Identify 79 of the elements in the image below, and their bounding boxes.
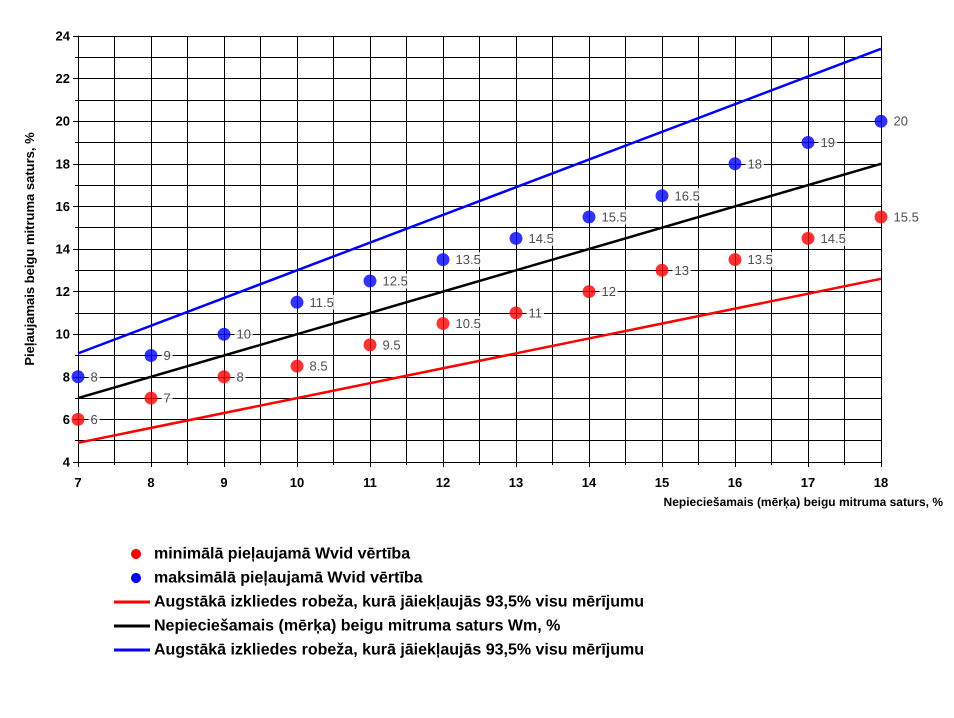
data-label: 8: [236, 369, 244, 384]
legend-label: maksimālā pieļaujamā Wvid vērtība: [154, 570, 423, 586]
point: [728, 253, 742, 266]
x-tick-label: 10: [290, 475, 304, 490]
legend-label: minimālā pieļaujamā Wvid vērtība: [154, 546, 410, 562]
point: [510, 232, 522, 245]
data-label: 19: [820, 135, 835, 150]
y-tick-label: 20: [56, 114, 70, 129]
point: [802, 232, 814, 245]
point: [874, 114, 888, 128]
data-label: 6: [90, 412, 98, 427]
y-tick-label: 8: [62, 369, 70, 384]
y-tick-label: 24: [56, 28, 71, 44]
point: [582, 285, 596, 298]
x-tick-label: 9: [220, 475, 228, 490]
data-label: 14.5: [528, 230, 554, 246]
point: [364, 338, 376, 352]
y-tick-label: 6: [62, 412, 70, 427]
point: [72, 412, 84, 426]
y-tick-label: 22: [56, 71, 70, 86]
data-label: 12: [602, 284, 616, 300]
point: [436, 253, 450, 266]
data-label: 16.5: [674, 188, 700, 204]
x-tick-label: 11: [363, 475, 377, 490]
x-tick-label: 17: [800, 475, 816, 490]
data-label: 10: [236, 326, 251, 342]
point: [728, 157, 742, 170]
x-tick-label: 16: [728, 475, 742, 490]
legend-label: Augstākā izkliedes robeža, kurā jāiekļaujās 93,5% visu mērījumu: [154, 642, 644, 658]
data-label: 8: [90, 369, 98, 384]
point: [656, 264, 668, 277]
data-label: 13.5: [748, 252, 773, 268]
y-tick-label: 14: [56, 242, 71, 256]
data-label: 9: [164, 348, 171, 363]
x-tick-label: 13: [508, 475, 524, 490]
x-tick-label: 18: [874, 475, 888, 490]
x-tick-label: 7: [74, 475, 82, 490]
point: [656, 189, 668, 202]
data-label: 13: [674, 262, 689, 278]
point: [436, 317, 450, 330]
data-label: 9.5: [382, 337, 401, 352]
point: [72, 370, 84, 384]
point: [290, 296, 304, 309]
point: [582, 210, 596, 224]
point: [364, 274, 376, 288]
data-label: 7: [164, 390, 171, 406]
data-label: 20: [894, 114, 908, 129]
y-tick-label: 18: [56, 156, 70, 172]
data-label: 8.5: [310, 358, 328, 374]
legend-label: Augstākā izkliedes robeža, kurā jāiekļaujās 93,5% visu mērījumu: [154, 594, 644, 610]
data-label: 15.5: [602, 210, 627, 225]
x-tick-label: 12: [436, 475, 450, 490]
line-series: [76, 278, 882, 444]
x-axis-title: Nepieciešamais (mērķa) beigu mitruma saturs, %: [664, 495, 944, 509]
point: [510, 306, 522, 320]
data-label: 10.5: [456, 316, 481, 332]
x-tick-label: 15: [654, 475, 670, 490]
y-tick-label: 4: [62, 454, 71, 470]
data-label: 18: [748, 156, 762, 172]
point: [290, 360, 304, 373]
point: [144, 392, 158, 405]
x-tick-label: 8: [147, 475, 155, 490]
legend-label: Nepieciešamais (mērķa) beigu mitruma saturs Wm, %: [154, 618, 560, 634]
point: [874, 210, 888, 224]
data-label: 11: [528, 305, 542, 320]
data-label: 14.5: [820, 230, 846, 246]
point: [218, 370, 230, 384]
point: [218, 328, 230, 341]
x-tick-label: 14: [582, 475, 597, 490]
y-tick-label: 10: [56, 326, 70, 342]
y-tick-label: 12: [56, 284, 70, 300]
y-axis-title: Pieļaujamais beigu mitruma saturs, %: [22, 132, 37, 366]
point: [802, 136, 814, 149]
data-label: 15.5: [894, 210, 919, 225]
y-tick-label: 16: [56, 198, 70, 214]
data-label: 11.5: [310, 294, 334, 310]
point: [144, 349, 158, 362]
data-label: 13.5: [456, 252, 481, 268]
data-label: 12.5: [382, 273, 408, 288]
